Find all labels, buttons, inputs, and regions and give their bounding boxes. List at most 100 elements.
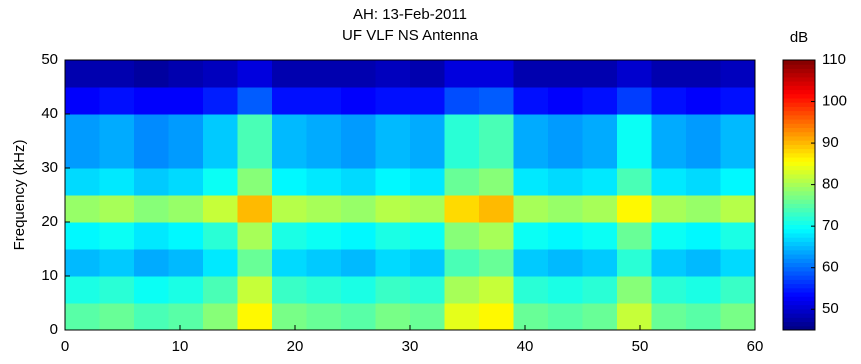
colorbar-tick-label: 100 bbox=[822, 93, 847, 110]
heat-cell bbox=[444, 276, 480, 304]
heat-cell bbox=[582, 168, 618, 196]
colorbar-step bbox=[783, 245, 815, 251]
heat-cell bbox=[686, 303, 721, 331]
heat-cell bbox=[444, 249, 480, 277]
heat-cell bbox=[203, 249, 238, 277]
heat-cell bbox=[582, 87, 618, 115]
heat-cell bbox=[617, 222, 652, 250]
colorbar-step bbox=[783, 199, 815, 204]
heat-cell bbox=[65, 195, 100, 223]
heat-cell bbox=[99, 60, 135, 88]
heat-cell bbox=[651, 276, 687, 304]
heat-cell bbox=[306, 168, 342, 196]
colorbar-step bbox=[783, 173, 815, 179]
x-tick-label: 50 bbox=[632, 338, 649, 355]
heat-cell bbox=[203, 114, 238, 142]
heat-cell bbox=[375, 303, 411, 331]
colorbar-step bbox=[783, 190, 815, 196]
colorbar-step bbox=[783, 89, 815, 95]
heat-cell bbox=[686, 114, 721, 142]
heat-cell bbox=[651, 60, 687, 88]
colorbar-step bbox=[783, 60, 815, 65]
heat-cell bbox=[306, 114, 342, 142]
colorbar-step bbox=[783, 220, 815, 226]
y-tick-label: 20 bbox=[41, 213, 58, 230]
colorbar-step bbox=[783, 148, 815, 154]
heat-cell bbox=[375, 276, 411, 304]
heat-cell bbox=[134, 222, 169, 250]
colorbar-step bbox=[783, 237, 815, 242]
y-tick-label: 10 bbox=[41, 267, 58, 284]
heat-cell bbox=[168, 303, 204, 331]
colorbar-step bbox=[783, 275, 815, 280]
heat-cell bbox=[341, 222, 376, 250]
heat-cell bbox=[582, 249, 618, 277]
heat-cell bbox=[410, 276, 445, 304]
colorbar-step bbox=[783, 216, 815, 221]
heat-cell bbox=[168, 195, 204, 223]
heat-cell bbox=[134, 141, 169, 169]
chart-title: AH: 13-Feb-2011 bbox=[353, 6, 467, 23]
heat-cell bbox=[203, 303, 238, 331]
heat-cell bbox=[168, 60, 204, 88]
colorbar-step bbox=[783, 110, 815, 116]
heat-cell bbox=[341, 249, 376, 277]
heat-cell bbox=[237, 114, 273, 142]
heat-cell bbox=[65, 168, 100, 196]
heat-cell bbox=[513, 168, 549, 196]
heat-cell bbox=[272, 168, 307, 196]
colorbar-step bbox=[783, 262, 815, 268]
heat-cell bbox=[203, 168, 238, 196]
heat-cell bbox=[410, 195, 445, 223]
colorbar-step bbox=[783, 203, 815, 209]
colorbar-step bbox=[783, 106, 815, 112]
heat-cell bbox=[720, 195, 756, 223]
heat-cell bbox=[272, 114, 307, 142]
heat-cell bbox=[513, 276, 549, 304]
heat-cell bbox=[203, 222, 238, 250]
heat-cell bbox=[513, 87, 549, 115]
heat-cell bbox=[65, 276, 100, 304]
colorbar-step bbox=[783, 270, 815, 276]
heat-cell bbox=[479, 222, 514, 250]
heat-cell bbox=[306, 87, 342, 115]
colorbar-tick-label: 70 bbox=[822, 217, 839, 234]
colorbar-step bbox=[783, 296, 815, 301]
heat-cell bbox=[99, 276, 135, 304]
heat-cell bbox=[479, 303, 514, 331]
x-tick-label: 30 bbox=[402, 338, 419, 355]
heat-cell bbox=[237, 195, 273, 223]
colorbar-frame bbox=[782, 59, 816, 331]
heat-cell bbox=[651, 114, 687, 142]
heat-cell bbox=[375, 87, 411, 115]
colorbar-step bbox=[783, 279, 815, 285]
heat-cell bbox=[203, 195, 238, 223]
heat-cell bbox=[479, 141, 514, 169]
heat-cell bbox=[237, 222, 273, 250]
heat-cell bbox=[168, 168, 204, 196]
colorbar-step bbox=[783, 304, 815, 310]
heat-cell bbox=[582, 303, 618, 331]
heat-cell bbox=[686, 141, 721, 169]
heat-cell bbox=[479, 87, 514, 115]
heat-cell bbox=[479, 195, 514, 223]
heat-cell bbox=[341, 276, 376, 304]
x-tick-label: 60 bbox=[747, 338, 764, 355]
colorbar-step bbox=[783, 207, 815, 213]
heat-cell bbox=[686, 222, 721, 250]
heat-cell bbox=[548, 195, 583, 223]
heat-cell bbox=[306, 222, 342, 250]
colorbar-step bbox=[783, 300, 815, 306]
heat-cell bbox=[582, 222, 618, 250]
heat-cell bbox=[134, 168, 169, 196]
colorbar-step bbox=[783, 119, 815, 124]
heat-cell bbox=[548, 114, 583, 142]
heat-cell bbox=[134, 114, 169, 142]
colorbar-step bbox=[783, 325, 815, 331]
heat-cell bbox=[99, 222, 135, 250]
heat-cell bbox=[617, 276, 652, 304]
heat-cell bbox=[651, 195, 687, 223]
colorbar-step bbox=[783, 195, 815, 200]
heat-cell bbox=[410, 114, 445, 142]
heat-cell bbox=[65, 222, 100, 250]
